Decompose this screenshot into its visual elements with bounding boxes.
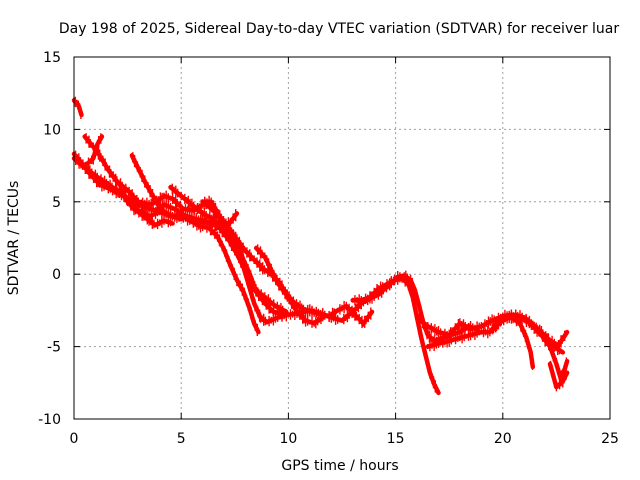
plot-frame [73, 56, 611, 420]
x-tick-label: 5 [177, 431, 186, 447]
x-tick-label: 15 [387, 431, 405, 447]
y-tick-label: 5 [52, 195, 61, 211]
series-track-9-noise [169, 183, 237, 231]
x-tick-label: 20 [494, 431, 512, 447]
x-tick-label: 25 [601, 431, 619, 447]
y-tick-label: 15 [43, 50, 61, 66]
series-track-8-noise [180, 212, 258, 336]
x-tick-label: 10 [279, 431, 297, 447]
y-tick-label: -10 [38, 412, 61, 428]
x-tick-label: 0 [70, 431, 79, 447]
axis-ticks: 0 5 10 15 20 25 15 10 5 0 -5 -10 [38, 50, 619, 447]
chart-title: Day 198 of 2025, Sidereal Day-to-day VTE… [59, 21, 620, 37]
series-track-2-noise [73, 154, 287, 327]
series-track-6-noise [131, 152, 180, 223]
y-tick-label: 0 [52, 267, 61, 283]
y-tick-label: 10 [43, 122, 61, 138]
series-track-16-noise [491, 311, 534, 370]
series-track-13-noise [352, 274, 439, 394]
series-track-3-noise [73, 150, 286, 316]
series-track-5-noise [87, 133, 103, 168]
series-track-7-noise [120, 184, 172, 230]
data-series-group [71, 96, 570, 396]
series-track-17-noise [540, 331, 568, 383]
y-tick-label: -5 [47, 340, 61, 356]
x-axis-label: GPS time / hours [281, 458, 398, 474]
series-track-18-noise [549, 360, 567, 392]
y-axis-label: SDTVAR / TECUs [6, 181, 22, 296]
grid-lines [74, 57, 610, 419]
